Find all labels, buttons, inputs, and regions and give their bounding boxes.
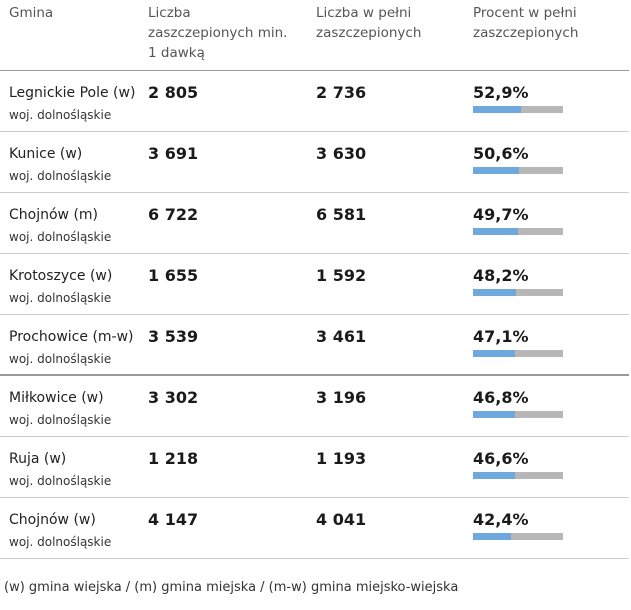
percent-bar xyxy=(473,228,563,235)
header-first-dose[interactable]: Liczba zaszczepionych min. 1 dawką xyxy=(148,5,288,61)
table-row: Chojnów (m) woj. dolnośląskie 6 722 6 581 49… xyxy=(0,193,629,254)
gmina-name: Kunice (w) xyxy=(9,146,83,162)
first-dose-count: 3 539 xyxy=(148,327,199,346)
fully-vaccinated-count: 3 461 xyxy=(316,327,367,346)
percent-bar xyxy=(473,533,563,540)
first-dose-count: 2 805 xyxy=(148,83,199,102)
first-dose-count: 1 218 xyxy=(148,449,199,468)
percent-value: 48,2% xyxy=(473,266,529,285)
first-dose-count: 6 722 xyxy=(148,205,199,224)
percent-bar xyxy=(473,289,563,296)
percent-bar xyxy=(473,411,563,418)
fully-vaccinated-count: 2 736 xyxy=(316,83,367,102)
table-row: Krotoszyce (w) woj. dolnośląskie 1 655 1 59… xyxy=(0,254,629,315)
table-body: Legnickie Pole (w) woj. dolnośląskie 2 805… xyxy=(0,71,629,559)
first-dose-count: 4 147 xyxy=(148,510,199,529)
gmina-name: Ruja (w) xyxy=(9,451,67,467)
voivodeship-label: woj. dolnośląskie xyxy=(9,230,112,244)
header-gmina[interactable]: Gmina xyxy=(9,5,54,21)
percent-bar-fill xyxy=(473,472,515,479)
gmina-name: Miłkowice (w) xyxy=(9,390,104,406)
first-dose-count: 1 655 xyxy=(148,266,199,285)
voivodeship-label: woj. dolnośląskie xyxy=(9,169,112,183)
fully-vaccinated-count: 3 630 xyxy=(316,144,367,163)
voivodeship-label: woj. dolnośląskie xyxy=(9,413,112,427)
gmina-name: Prochowice (m-w) xyxy=(9,329,134,345)
percent-bar xyxy=(473,106,563,113)
percent-bar xyxy=(473,350,563,357)
legend-footnote: (w) gmina wiejska / (m) gmina miejska / … xyxy=(4,580,459,595)
table-row: Miłkowice (w) woj. dolnośląskie 3 302 3 196… xyxy=(0,376,629,437)
vaccination-table: Gmina Liczba zaszczepionych min. 1 dawką… xyxy=(0,0,629,559)
table-header: Gmina Liczba zaszczepionych min. 1 dawką… xyxy=(0,0,629,71)
table-row: Prochowice (m-w) woj. dolnośląskie 3 539 3 … xyxy=(0,315,629,376)
table-row: Ruja (w) woj. dolnośląskie 1 218 1 193 46,6% xyxy=(0,437,629,498)
percent-value: 50,6% xyxy=(473,144,529,163)
gmina-name: Krotoszyce (w) xyxy=(9,268,113,284)
first-dose-count: 3 691 xyxy=(148,144,199,163)
percent-value: 46,6% xyxy=(473,449,529,468)
voivodeship-label: woj. dolnośląskie xyxy=(9,291,112,305)
first-dose-count: 3 302 xyxy=(148,388,199,407)
gmina-name: Legnickie Pole (w) xyxy=(9,85,136,101)
header-fully-vaccinated[interactable]: Liczba w pełni zaszczepionych xyxy=(316,5,422,41)
percent-bar-fill xyxy=(473,350,516,357)
percent-bar-fill xyxy=(473,228,518,235)
percent-bar-fill xyxy=(473,106,521,113)
percent-bar-fill xyxy=(473,167,519,174)
table-row: Legnickie Pole (w) woj. dolnośląskie 2 805… xyxy=(0,71,629,132)
voivodeship-label: woj. dolnośląskie xyxy=(9,352,112,366)
fully-vaccinated-count: 4 041 xyxy=(316,510,367,529)
gmina-name: Chojnów (w) xyxy=(9,512,96,528)
percent-value: 49,7% xyxy=(473,205,529,224)
percent-bar-fill xyxy=(473,533,512,540)
percent-bar-fill xyxy=(473,411,516,418)
percent-value: 46,8% xyxy=(473,388,529,407)
fully-vaccinated-count: 1 592 xyxy=(316,266,367,285)
fully-vaccinated-count: 1 193 xyxy=(316,449,367,468)
percent-value: 42,4% xyxy=(473,510,529,529)
fully-vaccinated-count: 6 581 xyxy=(316,205,367,224)
gmina-name: Chojnów (m) xyxy=(9,207,99,223)
table-row: Kunice (w) woj. dolnośląskie 3 691 3 630 50,… xyxy=(0,132,629,193)
fully-vaccinated-count: 3 196 xyxy=(316,388,367,407)
voivodeship-label: woj. dolnośląskie xyxy=(9,535,112,549)
header-percent[interactable]: Procent w pełni zaszczepionych xyxy=(473,5,579,41)
percent-value: 47,1% xyxy=(473,327,529,346)
voivodeship-label: woj. dolnośląskie xyxy=(9,108,112,122)
percent-bar xyxy=(473,472,563,479)
voivodeship-label: woj. dolnośląskie xyxy=(9,474,112,488)
table-row: Chojnów (w) woj. dolnośląskie 4 147 4 041 42… xyxy=(0,498,629,559)
percent-bar-fill xyxy=(473,289,517,296)
percent-value: 52,9% xyxy=(473,83,529,102)
percent-bar xyxy=(473,167,563,174)
